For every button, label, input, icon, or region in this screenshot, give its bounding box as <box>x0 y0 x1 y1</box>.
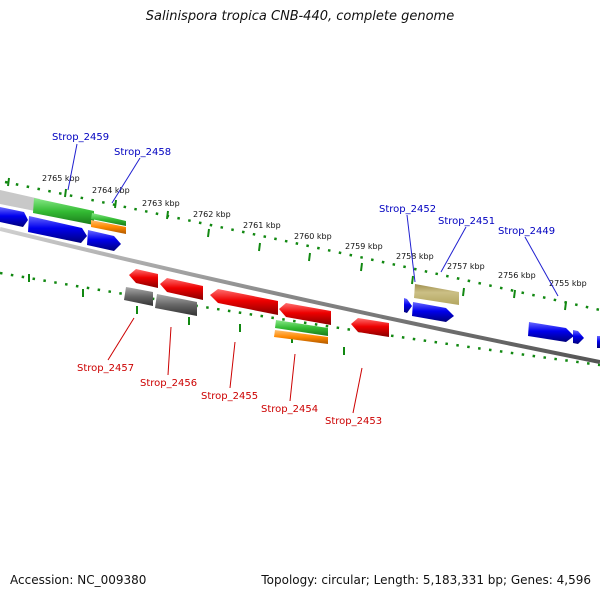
tick-labels: 2765 kbp 2764 kbp 2763 kbp 2762 kbp 2761… <box>42 174 587 288</box>
gene-arrow <box>351 318 389 337</box>
forward-strand-features <box>0 190 600 348</box>
gene-arrow <box>155 294 197 316</box>
gene-arrow <box>160 278 203 300</box>
forward-gene-labels: Strop_2459 Strop_2458 Strop_2452 Strop_2… <box>52 132 555 237</box>
tick-label: 2758 kbp <box>396 252 434 261</box>
gene-arrow <box>91 213 126 226</box>
tick-label: 2764 kbp <box>92 186 130 195</box>
gene-label-strop-2449: Strop_2449 <box>498 226 555 237</box>
gene-label-strop-2452: Strop_2452 <box>379 204 436 215</box>
gene-arrow <box>414 284 459 305</box>
gene-arrow <box>597 336 600 348</box>
tick-label: 2757 kbp <box>447 262 485 271</box>
topology-text: Topology: circular; Length: 5,183,331 bp… <box>261 573 591 587</box>
gene-arrow <box>28 216 87 243</box>
gene-label-strop-2459: Strop_2459 <box>52 132 109 143</box>
gene-label-strop-2454: Strop_2454 <box>261 404 318 415</box>
inner-major-ticks <box>28 274 345 355</box>
gene-arrow <box>274 330 328 344</box>
tick-label: 2760 kbp <box>294 232 332 241</box>
forward-leader-lines <box>67 143 559 297</box>
gene-arrow <box>91 220 126 234</box>
gene-label-strop-2458: Strop_2458 <box>114 147 171 158</box>
reverse-strand-features <box>124 269 389 344</box>
gene-arrow <box>33 198 94 225</box>
gene-label-strop-2451: Strop_2451 <box>438 216 495 227</box>
gene-label-strop-2457: Strop_2457 <box>77 363 134 374</box>
gene-arrow <box>129 269 158 288</box>
tick-label: 2763 kbp <box>142 199 180 208</box>
outer-major-ticks <box>7 177 567 311</box>
gene-arrow <box>210 289 278 315</box>
gene-arrow <box>528 322 574 342</box>
gene-label-strop-2453: Strop_2453 <box>325 416 382 427</box>
gene-arrow <box>275 320 328 336</box>
gene-arrow <box>124 287 153 306</box>
tick-label: 2762 kbp <box>193 210 231 219</box>
accession-text: Accession: NC_009380 <box>10 573 147 587</box>
genome-backbone <box>0 227 600 364</box>
gene-arrow <box>573 330 584 344</box>
gene-label-strop-2455: Strop_2455 <box>201 391 258 402</box>
reverse-leader-lines <box>107 317 363 414</box>
map-title: Salinispora tropica CNB-440, complete ge… <box>145 9 455 24</box>
gene-arrow <box>404 298 412 313</box>
reverse-gene-labels: Strop_2457 Strop_2456 Strop_2455 Strop_2… <box>77 363 382 427</box>
gene-arrow <box>0 207 28 227</box>
tick-label: 2756 kbp <box>498 271 536 280</box>
gene-arrow <box>279 303 331 325</box>
gene-arrow <box>87 230 121 251</box>
tick-label: 2755 kbp <box>549 279 587 288</box>
tick-label: 2765 kbp <box>42 174 80 183</box>
gene-arrow <box>0 190 40 212</box>
gene-label-strop-2456: Strop_2456 <box>140 378 197 389</box>
tick-label: 2761 kbp <box>243 221 281 230</box>
gene-arrow <box>412 302 454 322</box>
tick-label: 2759 kbp <box>345 242 383 251</box>
